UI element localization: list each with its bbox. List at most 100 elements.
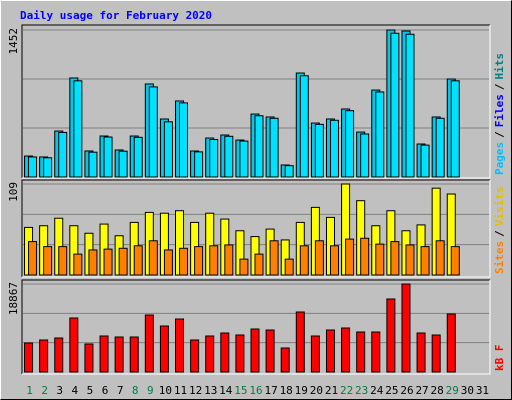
bar bbox=[28, 241, 38, 276]
x-tick-label: 24 bbox=[370, 384, 384, 397]
bar bbox=[179, 247, 189, 276]
x-tick-label: 12 bbox=[189, 384, 202, 397]
bar bbox=[284, 165, 294, 178]
bar bbox=[405, 33, 415, 178]
bar bbox=[163, 121, 173, 178]
x-tick-label: 21 bbox=[325, 384, 338, 397]
x-tick-label: 25 bbox=[385, 384, 398, 397]
bar bbox=[148, 240, 158, 276]
x-tick-label: 7 bbox=[117, 384, 124, 397]
bar bbox=[144, 314, 154, 373]
bar bbox=[390, 32, 400, 178]
bar bbox=[405, 244, 415, 276]
legend-entry: Files bbox=[493, 94, 506, 127]
bar bbox=[420, 144, 430, 178]
bar bbox=[58, 246, 68, 276]
panel-bevel-dark bbox=[21, 279, 490, 374]
bar bbox=[224, 135, 234, 178]
bar bbox=[224, 244, 234, 276]
legend: kB F bbox=[493, 345, 506, 372]
bar bbox=[375, 243, 385, 276]
bar bbox=[416, 332, 426, 373]
bar bbox=[360, 133, 370, 178]
chart-title: Daily usage for February 2020 bbox=[20, 9, 212, 22]
bar bbox=[73, 80, 83, 178]
bar bbox=[325, 329, 335, 373]
bar bbox=[431, 334, 441, 373]
bar bbox=[220, 332, 230, 373]
x-tick-label: 23 bbox=[355, 384, 368, 397]
bar bbox=[194, 246, 204, 276]
bar bbox=[314, 240, 324, 276]
bar bbox=[175, 318, 185, 373]
bar bbox=[39, 339, 49, 373]
bar bbox=[28, 156, 38, 178]
bar bbox=[310, 335, 320, 373]
bar bbox=[88, 249, 98, 276]
bar bbox=[450, 80, 460, 178]
bar bbox=[43, 157, 53, 178]
bar bbox=[375, 91, 385, 178]
panel-bevel-light bbox=[22, 280, 491, 375]
bar bbox=[88, 151, 98, 178]
x-tick-label: 1 bbox=[26, 384, 33, 397]
bar bbox=[295, 311, 305, 373]
x-tick-label: 5 bbox=[87, 384, 94, 397]
panel-bevel-light bbox=[22, 25, 491, 179]
bar bbox=[371, 331, 381, 373]
x-tick-label: 26 bbox=[400, 384, 413, 397]
bar bbox=[356, 331, 366, 373]
bar bbox=[390, 241, 400, 276]
bar bbox=[118, 150, 128, 178]
x-tick-label: 29 bbox=[446, 384, 459, 397]
bar bbox=[401, 283, 411, 373]
bar bbox=[329, 245, 339, 276]
bar bbox=[163, 249, 173, 276]
bar bbox=[284, 258, 294, 276]
bar bbox=[205, 335, 215, 373]
bar bbox=[103, 136, 113, 178]
bar bbox=[239, 140, 249, 178]
x-tick-label: 28 bbox=[431, 384, 444, 397]
legend: Sites / Visits bbox=[493, 187, 506, 275]
bar bbox=[84, 343, 94, 373]
x-tick-label: 22 bbox=[340, 384, 353, 397]
x-tick-label: 6 bbox=[102, 384, 109, 397]
bar bbox=[435, 240, 445, 276]
legend-separator: / bbox=[493, 131, 506, 138]
bar bbox=[345, 110, 355, 178]
bar bbox=[159, 325, 169, 373]
bar bbox=[265, 329, 275, 373]
bar bbox=[148, 86, 158, 178]
x-tick-label: 14 bbox=[219, 384, 233, 397]
bar bbox=[269, 240, 279, 276]
bar bbox=[299, 245, 309, 276]
legend-entry: Hits bbox=[493, 53, 506, 80]
bar bbox=[250, 328, 260, 373]
legend-entry: Sites bbox=[493, 241, 506, 274]
bar bbox=[386, 298, 396, 373]
bar bbox=[190, 339, 200, 373]
bar bbox=[73, 253, 83, 276]
bar bbox=[341, 327, 351, 373]
y-max-label: 109 bbox=[7, 182, 20, 202]
bar bbox=[299, 75, 309, 178]
x-tick-label: 16 bbox=[249, 384, 262, 397]
bar bbox=[269, 117, 279, 178]
bar bbox=[314, 123, 324, 178]
panel-bevel-dark bbox=[21, 179, 490, 277]
bar bbox=[446, 313, 456, 373]
x-tick-label: 31 bbox=[476, 384, 489, 397]
x-tick-label: 3 bbox=[56, 384, 63, 397]
bar bbox=[360, 237, 370, 276]
x-tick-label: 15 bbox=[234, 384, 247, 397]
bar bbox=[129, 336, 139, 373]
bar bbox=[435, 117, 445, 178]
panel-bevel-light bbox=[22, 180, 491, 278]
legend-entry: kB F bbox=[493, 345, 506, 372]
x-tick-label: 17 bbox=[264, 384, 277, 397]
bar bbox=[345, 238, 355, 276]
legend-separator: / bbox=[493, 230, 506, 237]
